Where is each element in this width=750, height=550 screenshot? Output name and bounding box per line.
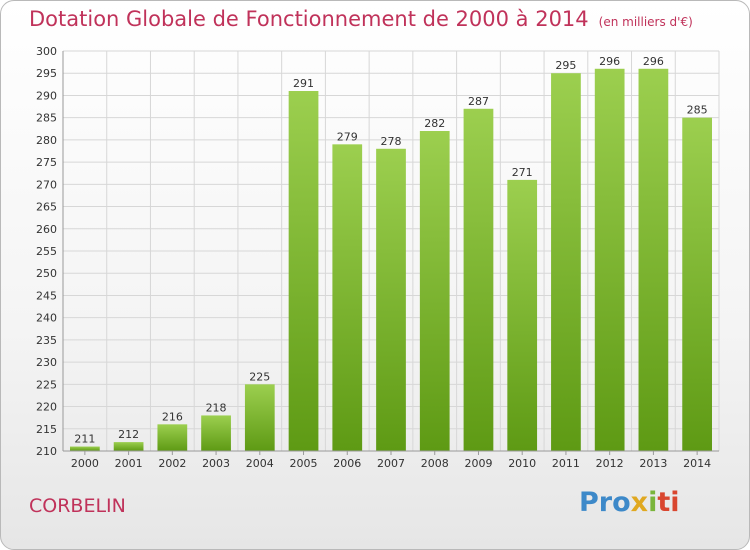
- y-tick-label: 230: [36, 356, 57, 369]
- x-tick-label: 2002: [158, 457, 186, 470]
- bar: [682, 117, 713, 452]
- data-label: 218: [206, 401, 227, 414]
- x-tick-label: 2008: [421, 457, 449, 470]
- logo-part-4: ti: [657, 487, 680, 518]
- x-tick-label: 2013: [639, 457, 667, 470]
- bar: [376, 148, 406, 451]
- y-tick-label: 210: [36, 445, 57, 458]
- bar: [201, 415, 231, 451]
- bar: [69, 446, 100, 451]
- bar-layer: 211 212 216 218 225 291 279 278 282 287 271 295 296 2…: [69, 55, 713, 452]
- y-tick-label: 285: [36, 112, 57, 125]
- x-tick-label: 2004: [246, 457, 274, 470]
- y-tick-label: 260: [36, 223, 57, 236]
- chart-title: Dotation Globale de Fonctionnement de 20…: [29, 7, 693, 31]
- data-label: 225: [249, 370, 270, 383]
- bar: [332, 144, 363, 452]
- logo-part-3: i: [648, 487, 658, 518]
- data-label: 279: [337, 130, 358, 143]
- bar: [507, 179, 538, 451]
- y-tick-label: 215: [36, 423, 57, 436]
- bar: [419, 131, 450, 451]
- bar: [551, 73, 581, 451]
- y-tick-label: 300: [36, 45, 57, 58]
- proxiti-logo: Proxiti: [579, 487, 680, 518]
- x-tick-label: 2011: [552, 457, 580, 470]
- y-tick-label: 280: [36, 134, 57, 147]
- y-tick-label: 270: [36, 178, 57, 191]
- bar: [463, 108, 494, 452]
- data-label: 296: [599, 55, 620, 68]
- x-tick-label: 2009: [464, 457, 492, 470]
- y-tick-label: 290: [36, 89, 57, 102]
- data-label: 211: [74, 433, 95, 446]
- chart-subtitle: (en milliers d'€): [598, 15, 693, 29]
- x-tick-label: 2007: [377, 457, 405, 470]
- y-tick-label: 235: [36, 334, 57, 347]
- y-tick-label: 225: [36, 378, 57, 391]
- bar: [638, 68, 669, 452]
- data-label: 295: [555, 59, 576, 72]
- x-tick-label: 2001: [115, 457, 143, 470]
- bar: [244, 384, 275, 451]
- x-tick-label: 2010: [508, 457, 536, 470]
- x-tick-label: 2005: [290, 457, 318, 470]
- x-tick-label: 2000: [71, 457, 99, 470]
- x-tick-label: 2003: [202, 457, 230, 470]
- bar: [594, 68, 625, 452]
- logo-part-2: x: [630, 487, 649, 518]
- y-tick-label: 255: [36, 245, 57, 258]
- data-label: 291: [293, 77, 314, 90]
- data-label: 216: [162, 410, 183, 423]
- data-label: 271: [512, 166, 533, 179]
- y-tick-label: 275: [36, 156, 57, 169]
- y-tick-label: 245: [36, 289, 57, 302]
- axis-layer: 210 215 220 225 230 235 240 245 250 255 260 265 270 2…: [36, 45, 719, 470]
- municipality-name: CORBELIN: [29, 495, 126, 517]
- bar: [113, 442, 144, 451]
- data-label: 282: [424, 117, 445, 130]
- x-tick-label: 2006: [333, 457, 361, 470]
- logo-part-1: Pro: [579, 487, 631, 518]
- chart-title-text: Dotation Globale de Fonctionnement de 20…: [29, 7, 589, 31]
- y-tick-label: 295: [36, 67, 57, 80]
- bar: [157, 424, 188, 451]
- data-label: 278: [381, 135, 402, 148]
- data-label: 285: [687, 104, 708, 117]
- data-label: 212: [118, 428, 139, 441]
- data-label: 287: [468, 95, 489, 108]
- y-tick-label: 265: [36, 201, 57, 214]
- x-tick-label: 2012: [596, 457, 624, 470]
- y-tick-label: 220: [36, 401, 57, 414]
- bar: [288, 91, 319, 451]
- y-tick-label: 250: [36, 267, 57, 280]
- data-label: 296: [643, 55, 664, 68]
- x-tick-label: 2014: [683, 457, 711, 470]
- y-tick-label: 240: [36, 312, 57, 325]
